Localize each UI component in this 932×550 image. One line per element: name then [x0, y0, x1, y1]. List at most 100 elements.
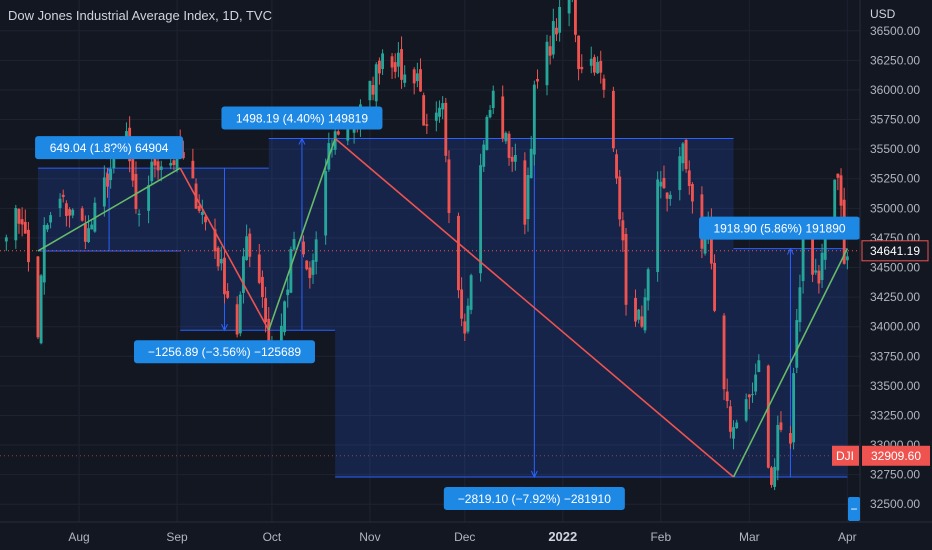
- candle-body: [770, 467, 773, 485]
- candle-body: [90, 224, 94, 230]
- candle-body: [403, 74, 407, 83]
- candle-body: [390, 56, 394, 68]
- chart-title: Dow Jones Industrial Average Index, 1D, …: [8, 8, 272, 23]
- candle-body: [109, 169, 113, 181]
- measure-label-box: [35, 136, 184, 160]
- y-tick-label: 35000.00: [870, 201, 920, 215]
- candle-body: [336, 131, 340, 135]
- x-tick-label: Feb: [650, 530, 671, 544]
- candle-body: [725, 391, 729, 402]
- x-tick-label: 2022: [548, 529, 577, 544]
- candle-body: [532, 84, 536, 155]
- measure-label-box: [443, 487, 625, 511]
- measurement-drawings[interactable]: 649.04 (1.8?%) 64904 −1256.89 (−3.56%) −1…: [35, 106, 860, 511]
- candle-body: [191, 160, 195, 179]
- candle-body: [592, 57, 596, 73]
- currency-label: USD: [870, 7, 896, 21]
- candle-body: [773, 466, 777, 487]
- measure-label: −2819.10 (−7.92%) −281910: [458, 492, 611, 506]
- candle-body: [624, 233, 628, 305]
- candle-body: [134, 174, 138, 210]
- candle-body: [204, 216, 207, 223]
- candle-body: [820, 252, 824, 280]
- candle-body: [396, 52, 400, 67]
- candle-body: [61, 194, 65, 198]
- candle-body: [709, 221, 713, 264]
- candle-body: [238, 294, 242, 334]
- candle-body: [501, 96, 505, 139]
- candle-body: [42, 225, 46, 283]
- candle-body: [469, 275, 473, 310]
- candle-body: [245, 236, 249, 261]
- candle-body: [181, 152, 185, 159]
- measure-label: 1498.19 (4.40%) 149819: [236, 111, 368, 125]
- candle-body: [39, 275, 43, 344]
- candle-body: [434, 112, 438, 121]
- candle-body: [71, 209, 75, 216]
- candle-body: [833, 179, 837, 224]
- measure-arrow-head: [786, 247, 794, 255]
- y-tick-label: 35500.00: [870, 142, 920, 156]
- x-tick-label: Dec: [454, 530, 475, 544]
- candle-body: [261, 276, 264, 298]
- x-tick-label: Oct: [263, 530, 282, 544]
- candle-body: [488, 109, 492, 118]
- candle-body: [510, 156, 514, 162]
- measure-diagonal: [267, 138, 336, 331]
- candle-body: [801, 239, 805, 282]
- candle-body: [845, 256, 849, 261]
- candle-body: [147, 185, 151, 211]
- y-tick-label: 34500.00: [870, 261, 920, 275]
- candle-body: [374, 64, 378, 102]
- candle-body: [523, 160, 527, 225]
- y-tick-label: 32750.00: [870, 468, 920, 482]
- candle-body: [156, 161, 160, 171]
- candle-body: [757, 360, 761, 373]
- candle-body: [766, 365, 770, 468]
- candle-body: [504, 132, 508, 142]
- candle-body: [659, 181, 663, 187]
- candle-body: [466, 305, 470, 332]
- x-tick-label: Sep: [166, 530, 188, 544]
- candle-body: [49, 215, 53, 223]
- candle-body: [621, 220, 625, 241]
- candle-body: [112, 151, 116, 169]
- candle-body: [4, 237, 8, 242]
- symbol-price-value: 32909.60: [871, 449, 921, 463]
- candle-body: [747, 394, 751, 398]
- candle-body: [482, 144, 486, 167]
- candle-body: [485, 116, 489, 150]
- candle-body: [703, 236, 707, 254]
- candle-body: [415, 73, 419, 82]
- candle-body: [548, 46, 552, 56]
- candle-body: [529, 148, 533, 179]
- candle-body: [197, 205, 201, 211]
- time-scale-bg: [0, 522, 932, 550]
- candle-body: [377, 60, 381, 74]
- candle-body: [551, 21, 555, 55]
- candle-body: [536, 78, 539, 82]
- candle-body: [665, 192, 669, 199]
- candle-body: [798, 287, 802, 323]
- candle-body: [419, 69, 422, 92]
- candle-body: [27, 229, 30, 263]
- candle-body: [735, 422, 739, 429]
- candle-body: [460, 289, 464, 319]
- measure-arrow-head: [298, 137, 306, 145]
- candle-body: [292, 239, 296, 250]
- candle-body: [159, 166, 163, 170]
- candle-body: [722, 315, 726, 390]
- candle-body: [223, 257, 226, 295]
- candle-body: [441, 103, 445, 110]
- candle-body: [169, 162, 173, 166]
- measure-label-box: [221, 106, 383, 130]
- candle-body: [596, 61, 599, 74]
- y-tick-label: 32500.00: [870, 497, 920, 511]
- candle-body: [574, 0, 577, 35]
- measure-arrow-head: [530, 470, 538, 479]
- candle-body: [102, 177, 106, 207]
- candle-body: [555, 27, 558, 35]
- candle-body: [447, 159, 451, 214]
